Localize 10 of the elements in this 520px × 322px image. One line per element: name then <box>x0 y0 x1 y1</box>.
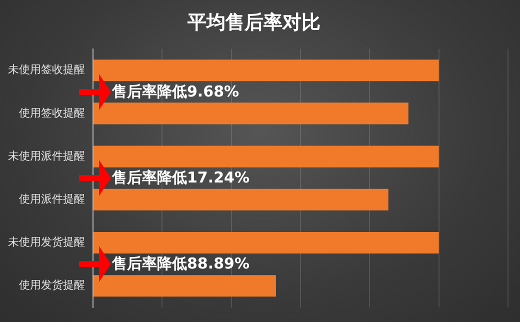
annotation: 售后率降低9.68% <box>112 82 240 102</box>
y-tick-label: 使用发货提醒 <box>19 278 85 292</box>
annotation: 售后率降低17.24% <box>112 168 250 188</box>
chart-title: 平均售后率对比 <box>186 11 320 34</box>
y-tick-label: 使用派件提醒 <box>19 192 85 206</box>
y-tick-label: 使用签收提醒 <box>19 106 85 120</box>
y-tick-label: 未使用签收提醒 <box>8 63 85 76</box>
annotation: 售后率降低88.89% <box>112 254 250 274</box>
y-tick-label: 未使用派件提醒 <box>8 149 85 162</box>
y-tick-label: 未使用发货提醒 <box>8 236 85 249</box>
